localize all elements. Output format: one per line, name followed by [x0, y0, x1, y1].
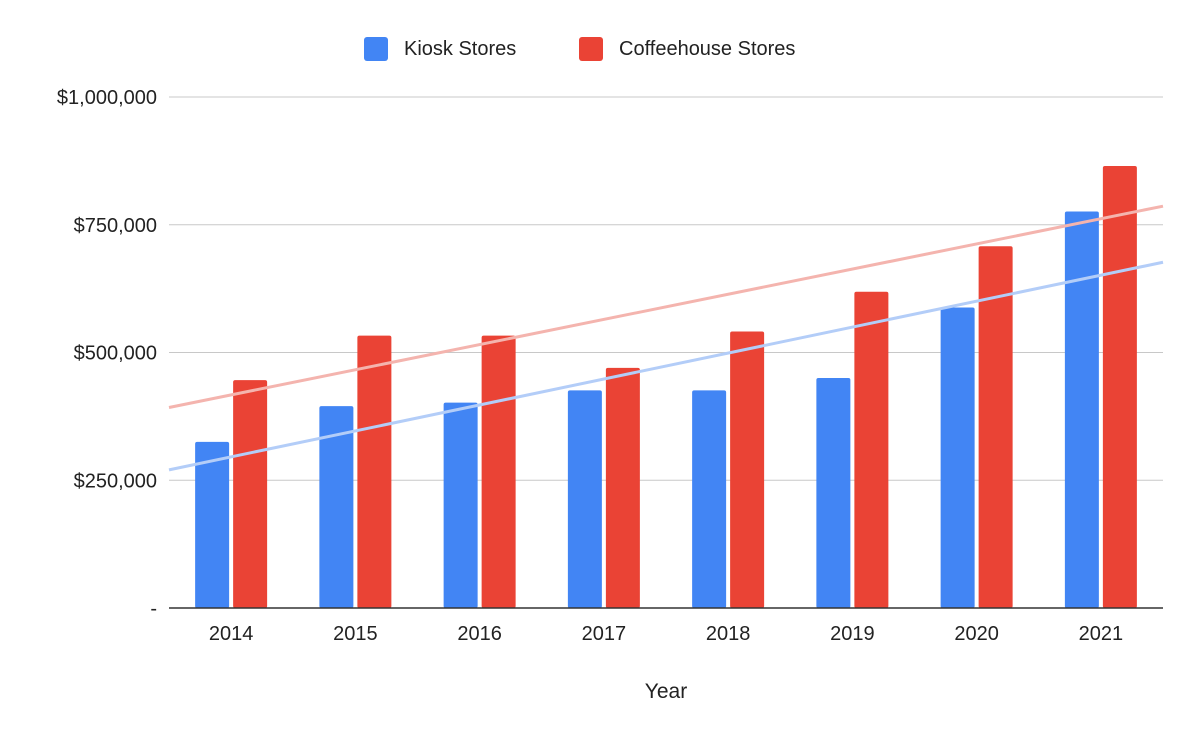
bar-kiosk-stores-2017	[567, 390, 602, 608]
x-tick-label: 2015	[333, 623, 378, 645]
bars	[195, 165, 1137, 609]
y-tick-label: $1,000,000	[57, 87, 157, 109]
bar-coffeehouse-stores-2021	[1102, 165, 1137, 609]
y-tick-label: $250,000	[74, 470, 157, 492]
x-tick-label: 2019	[830, 623, 875, 645]
x-tick-label: 2014	[209, 623, 254, 645]
axes: - $250,000 $500,000 $750,000 $1,000,000 2014 2…	[57, 87, 1163, 645]
bar-coffeehouse-stores-2018	[730, 331, 765, 608]
x-tick-label: 2016	[457, 623, 502, 645]
y-tick-label: $500,000	[74, 343, 157, 365]
x-axis-title: Year	[645, 680, 687, 703]
legend-item-coffeehouse-stores[interactable]: Coffeehouse Stores	[579, 37, 795, 61]
x-tick-label: 2017	[582, 623, 627, 645]
legend-label: Kiosk Stores	[404, 38, 516, 60]
bar-kiosk-stores-2020	[940, 307, 975, 608]
bar-coffeehouse-stores-2019	[854, 291, 889, 608]
bar-coffeehouse-stores-2015	[357, 335, 392, 608]
x-tick-label: 2018	[706, 623, 751, 645]
bar-kiosk-stores-2019	[816, 378, 851, 608]
trendline-coffeehouse-stores	[168, 204, 1164, 409]
bar-coffeehouse-stores-2014	[233, 380, 268, 608]
trendlines	[168, 204, 1164, 472]
bar-coffeehouse-stores-2017	[605, 367, 640, 608]
y-tick-label: -	[150, 598, 157, 620]
bar-kiosk-stores-2016	[443, 402, 478, 608]
trendline-kiosk-stores	[168, 260, 1164, 472]
bar-coffeehouse-stores-2020	[978, 246, 1013, 608]
x-tick-label: 2021	[1079, 623, 1124, 645]
legend-label: Coffeehouse Stores	[619, 38, 795, 60]
legend: Kiosk Stores Coffeehouse Stores	[364, 37, 795, 61]
legend-item-kiosk-stores[interactable]: Kiosk Stores	[364, 37, 516, 61]
x-tick-label: 2020	[954, 623, 999, 645]
bar-coffeehouse-stores-2016	[481, 335, 516, 608]
legend-swatch	[364, 37, 388, 61]
bar-kiosk-stores-2015	[319, 406, 354, 608]
y-tick-label: $750,000	[74, 215, 157, 237]
bar-kiosk-stores-2021	[1064, 211, 1099, 609]
gridlines	[169, 96, 1163, 481]
legend-swatch	[579, 37, 603, 61]
bar-kiosk-stores-2018	[692, 390, 727, 608]
bar-kiosk-stores-2014	[195, 441, 230, 608]
